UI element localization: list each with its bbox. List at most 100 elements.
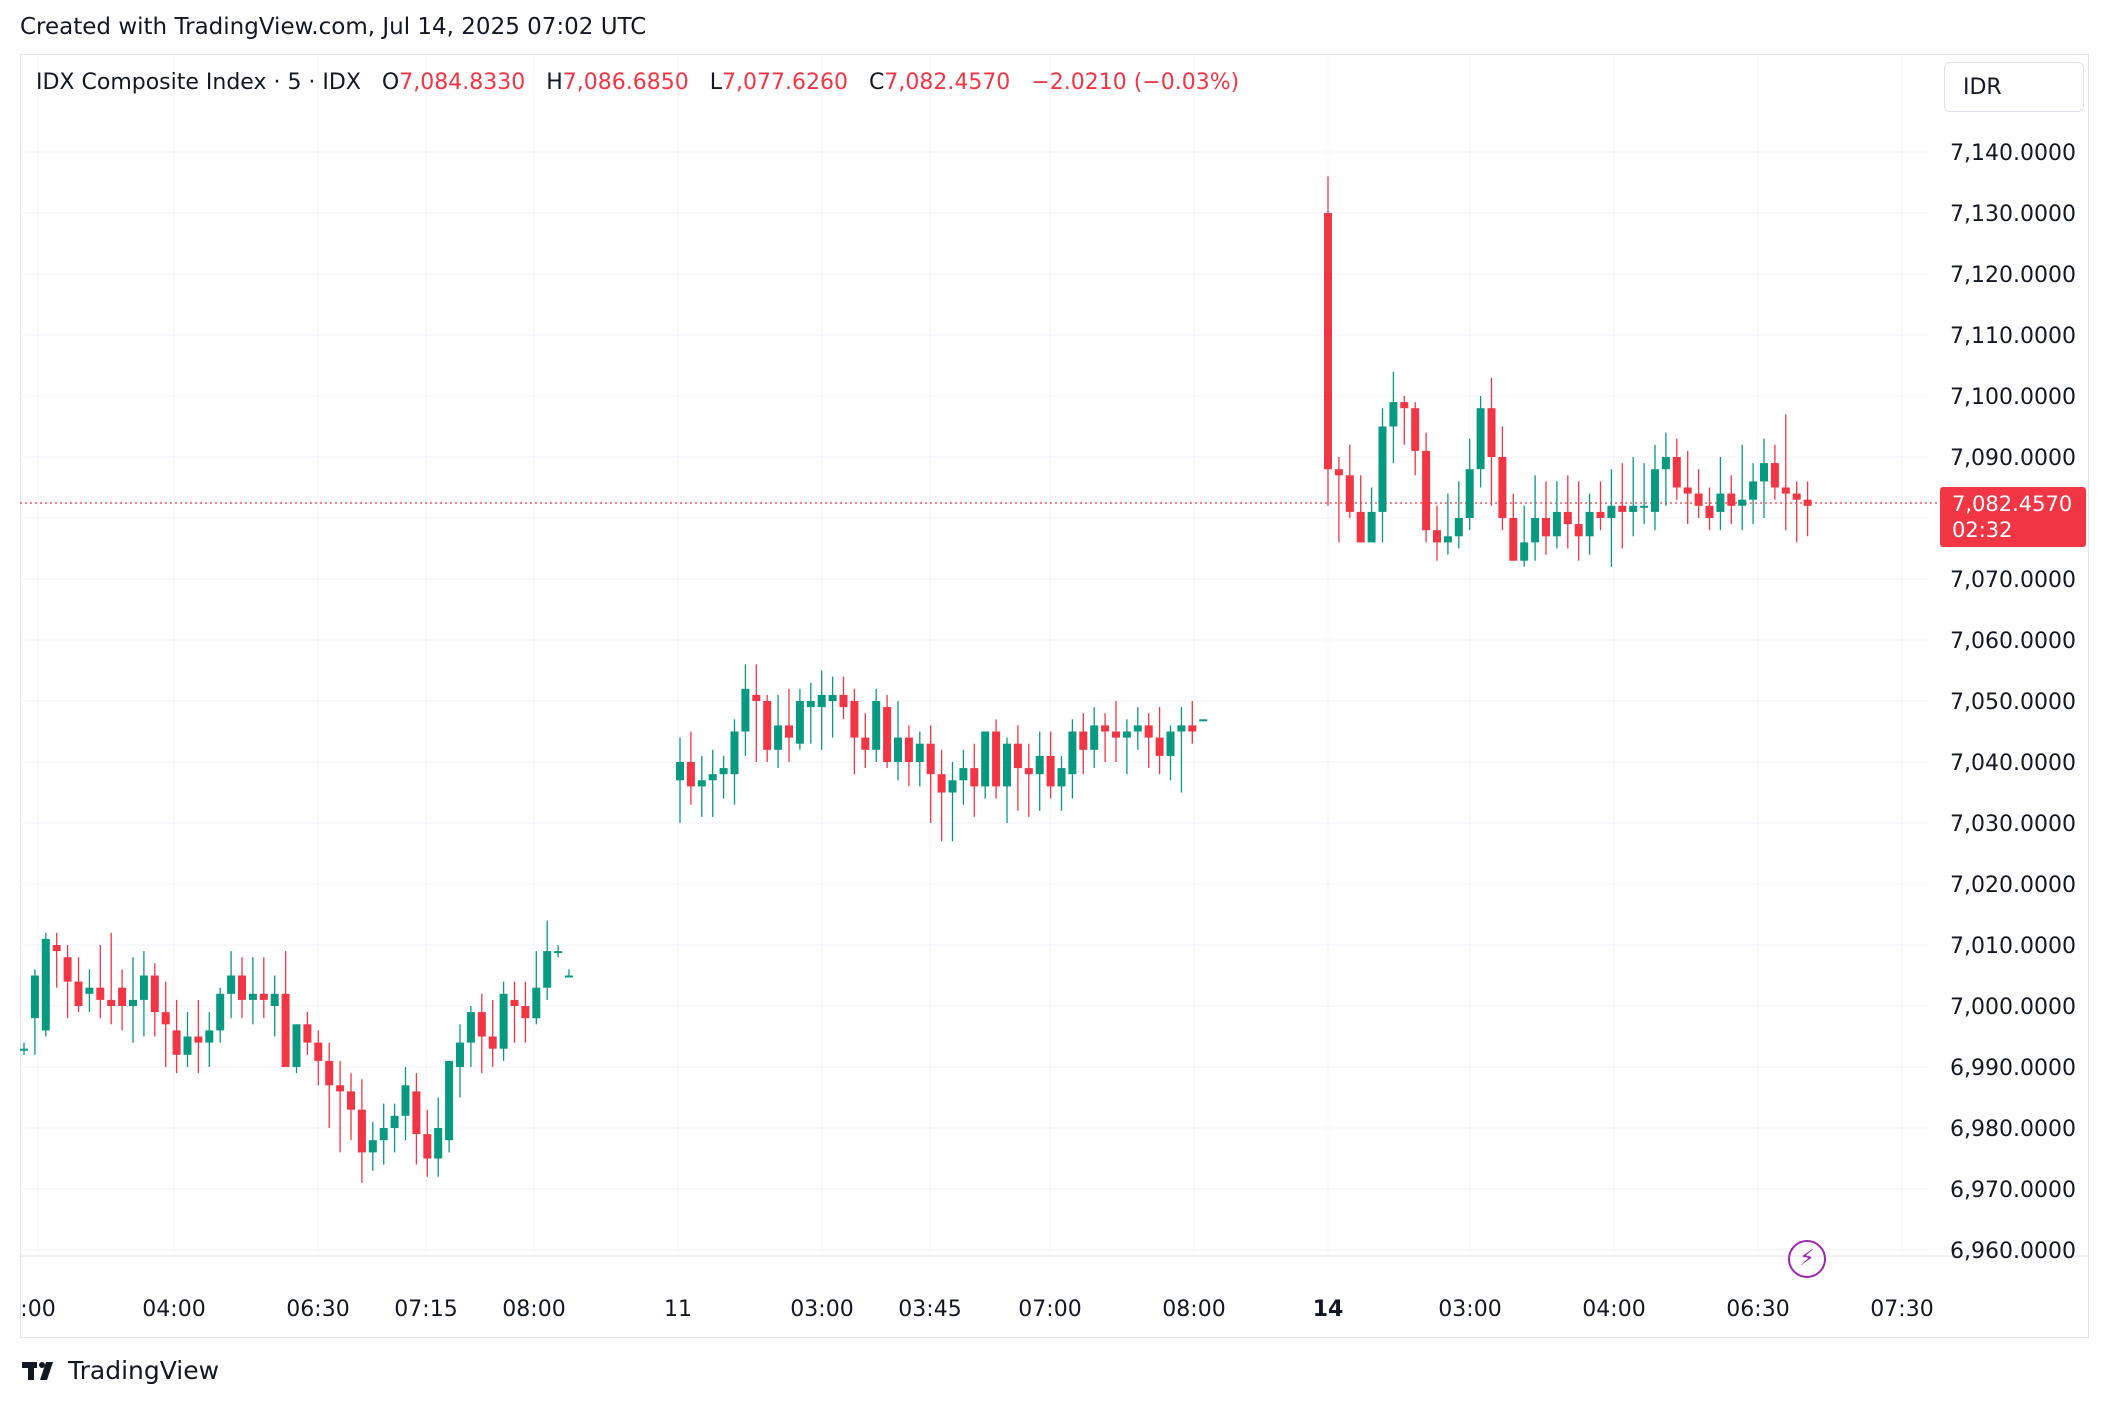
candle-body [1716,493,1725,512]
candle-body [1542,518,1550,537]
candle-body [1607,505,1616,518]
candle-body [1476,408,1485,470]
legend-low-value: 7,077.6260 [722,70,848,95]
candle-body [357,1109,366,1153]
x-tick-label: 08:00 [1162,1297,1225,1322]
x-tick-label: 08:00 [502,1297,565,1322]
candle-body [1705,505,1714,518]
candle-body [1749,481,1758,500]
candle-body [1035,755,1044,775]
candle-body [817,694,826,708]
candle-body [325,1060,334,1086]
candle-body [194,1036,203,1043]
legend-change: −2.0210 (−0.03%) [1031,70,1240,95]
x-tick-label: 03:45 [898,1297,961,1322]
y-axis: 7,140.0000 7,130.0000 7,120.0000 7,110.0000… [1950,141,2076,1264]
candle-body [676,762,684,781]
candle-body [1122,731,1131,738]
legend-close-label: C [868,70,885,95]
candle-body [774,725,783,750]
currency-button[interactable]: IDR [1944,62,2084,112]
candle-body [1531,518,1540,543]
y-tick-label: 7,050.0000 [1950,690,2076,715]
candle-body [872,701,881,750]
candle-body [466,1012,475,1043]
candle-body [926,743,935,775]
candle-body [543,951,552,988]
candles [20,176,1812,1183]
candle-body [292,1024,301,1067]
candle-body [992,731,1001,787]
candle-body [1454,518,1463,537]
candle-body [85,987,94,994]
lightning-icon[interactable]: ⚡ [1788,1240,1826,1278]
candle-body [1166,731,1175,756]
candle-body [719,768,728,775]
candle-body [1563,511,1572,525]
x-tick-label: 11 [664,1297,692,1322]
candle-body [63,957,72,982]
y-tick-label: 6,990.0000 [1950,1056,2076,1081]
candle-body [336,1085,345,1092]
candle-body [401,1085,410,1116]
candle-body [915,743,924,762]
candle-body [172,1030,181,1055]
tradingview-footer[interactable]: TradingView [22,1356,219,1385]
candle-body [216,993,225,1031]
legend-high-value: 7,086.6850 [562,70,689,95]
candle-body [1618,505,1627,512]
legend-low-label: L [709,70,722,95]
x-tick-label: 06:30 [286,1297,349,1322]
legend-close-value: 7,082.4570 [884,70,1011,95]
candle-body [434,1128,443,1159]
candle-body [1683,487,1692,494]
candle-body [1760,463,1768,482]
candle-body [1003,743,1011,787]
candle-body [183,1036,192,1055]
chart-frame[interactable] [20,54,2089,1338]
candle-body [390,1115,399,1128]
candle-body [1574,524,1583,537]
candle-body [96,987,105,1000]
x-tick-label: :00 [20,1297,55,1322]
legend-open-value: 7,084.8330 [399,70,526,95]
candle-body [970,768,979,787]
candle-body [554,951,563,954]
candle-body [1738,499,1747,506]
candle-body [238,975,246,1000]
candle-body [499,993,508,1049]
candle-body [937,774,946,793]
candle-body [1177,725,1186,732]
candle-body [959,768,968,781]
y-tick-label: 7,040.0000 [1950,751,2076,776]
y-tick-label: 7,100.0000 [1950,385,2076,410]
candle-body [1101,725,1110,732]
y-tick-label: 7,070.0000 [1950,568,2076,593]
candle-body [488,1036,497,1049]
candle-body [730,731,739,775]
candle-body [1144,725,1153,738]
candle-body [248,993,257,1000]
candle-body [1422,450,1431,531]
candle-body [1013,743,1022,769]
candle-body [107,999,116,1006]
x-tick-label: 14 [1313,1297,1344,1322]
candle-body [1552,511,1561,537]
candle-body [1640,505,1649,508]
y-tick-label: 7,140.0000 [1950,141,2076,166]
candle-body [763,701,772,750]
candle-body [314,1042,323,1061]
legend-symbol[interactable]: IDX Composite Index · 5 · IDX [36,70,361,95]
candle-body [259,993,268,1000]
x-tick-label: 07:30 [1870,1297,1933,1322]
candle-body [74,981,83,1006]
candle-body [1356,511,1365,543]
candle-body [379,1128,388,1141]
candle-body [806,701,815,708]
candle-body [1694,493,1703,506]
candle-body [1188,725,1197,732]
x-tick-label: 03:00 [1438,1297,1501,1322]
y-tick-label: 6,960.0000 [1950,1239,2076,1264]
candle-body [883,707,892,762]
